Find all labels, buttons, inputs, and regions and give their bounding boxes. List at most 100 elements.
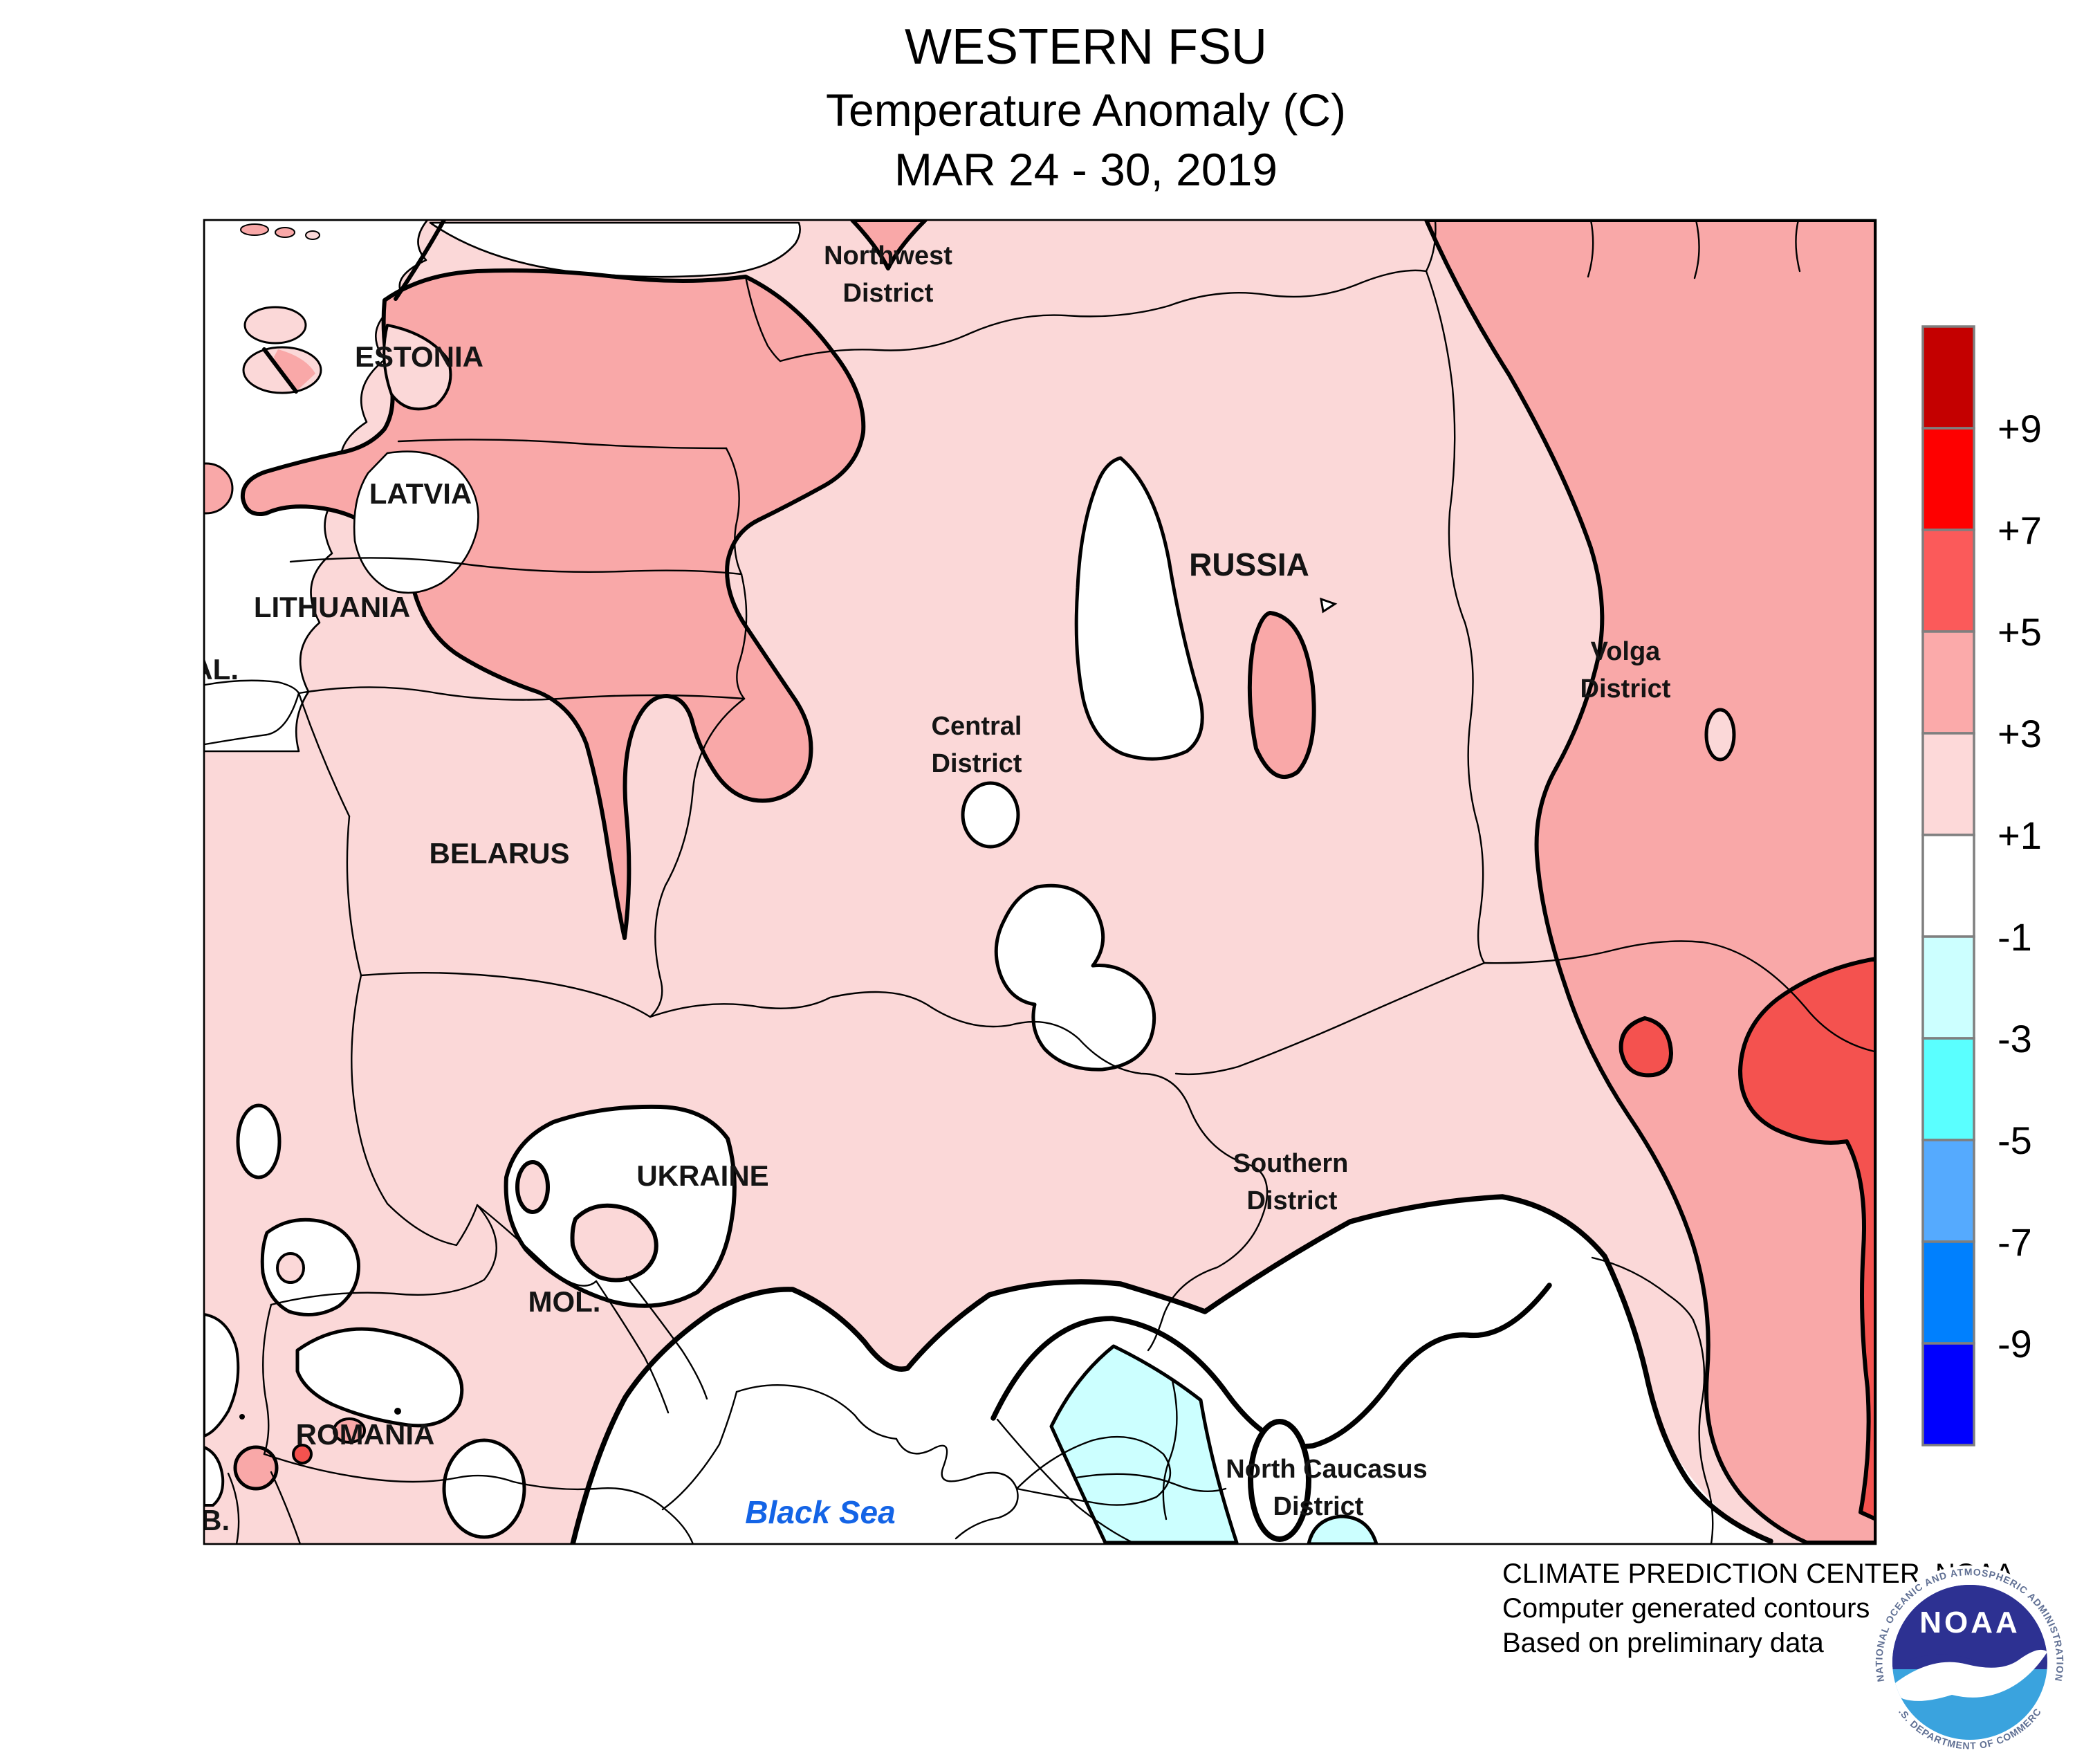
left-edge-white-patch	[204, 1313, 240, 1437]
border-ukraine-russia	[649, 991, 1269, 1352]
label-belarus: BELARUS	[429, 837, 569, 870]
label-russia: RUSSIA	[1189, 546, 1309, 582]
border-kazakhstan	[1591, 1256, 1695, 1321]
border-moldova-west	[476, 1204, 598, 1287]
border-kaliningrad-south	[204, 692, 300, 746]
border-belarus-ukraine	[360, 971, 652, 1018]
island-hiiumaa	[243, 306, 307, 344]
title-line2: Temperature Anomaly (C)	[826, 84, 1346, 136]
border-serbia	[227, 1472, 240, 1544]
credit-line2: Computer generated contours	[1502, 1593, 1870, 1624]
label-romania: ROMANIA	[296, 1418, 435, 1451]
small-hot-blob	[1618, 1016, 1673, 1078]
ukraine-inner-ring-large	[570, 1203, 658, 1283]
colorbar-cell-8	[1921, 1139, 1975, 1243]
colorbar-label-p7: +7	[1998, 508, 2042, 552]
west-inner-ring	[276, 1252, 305, 1284]
colorbar-cell-10	[1921, 1342, 1975, 1446]
north-caucasus-contour-ring	[1248, 1419, 1311, 1542]
contour-dot	[239, 1414, 245, 1420]
romania-white-blob	[295, 1327, 464, 1428]
colorbar-cell-7	[1921, 1037, 1975, 1141]
border-poland-belarus	[346, 815, 362, 977]
colorbar-label-m9: -9	[1998, 1322, 2032, 1366]
colorbar: +9 +7 +5 +3 +1 -1 -3 -5 -7 -9	[1921, 325, 2042, 1446]
colorbar-label-m3: -3	[1998, 1017, 2032, 1060]
label-northwest-district-1: Northwest	[824, 241, 952, 270]
island-contour	[262, 347, 298, 394]
colorbar-cell-5	[1921, 834, 1975, 938]
label-southern-district-2: District	[1247, 1186, 1338, 1215]
colorbar-label-m7: -7	[1998, 1220, 2032, 1264]
label-southern-district-1: Southern	[1233, 1149, 1349, 1178]
coast-sea-of-azov	[1015, 1435, 1172, 1506]
colorbar-cell-2	[1921, 529, 1975, 633]
ukraine-inner-ring-small	[515, 1160, 550, 1214]
colorbar-label-p5: +5	[1998, 610, 2042, 654]
border-estonia-russia	[744, 275, 782, 362]
label-central-district-1: Central	[932, 712, 1022, 741]
label-ukraine: UKRAINE	[636, 1159, 768, 1192]
romania-white-oval	[442, 1438, 526, 1539]
border-belarus-russia	[649, 697, 746, 1018]
coast-crimea	[895, 1437, 1019, 1540]
border-ukraine-west	[351, 974, 479, 1247]
island-saaremaa-warm-part	[274, 349, 315, 392]
border-bulgaria	[270, 1471, 302, 1544]
colorbar-label-m1: -1	[1998, 915, 2032, 959]
coast-black-sea-north	[735, 1384, 898, 1440]
noaa-seagull-icon	[1892, 1649, 2047, 1701]
small-cold-patch	[1307, 1514, 1378, 1544]
label-north-caucasus-1: North Caucasus	[1226, 1455, 1427, 1484]
colorbar-label-p1: +1	[1998, 814, 2042, 857]
credit-block: CLIMATE PREDICTION CENTER, NOAA Computer…	[1502, 1559, 2014, 1658]
country-borders	[204, 220, 1876, 1544]
gotland-patch	[204, 462, 234, 515]
plus1-contour-boundary	[570, 1194, 1773, 1544]
colorbar-cell-9	[1921, 1240, 1975, 1345]
colorbar-label-m5: -5	[1998, 1119, 2032, 1162]
west-white-oval	[236, 1103, 282, 1179]
border-romania-west	[262, 1303, 273, 1455]
map-area: ESTONIA LATVIA LITHUANIA KAL. BELARUS RU…	[171, 220, 1876, 1544]
border-georgia	[1162, 1379, 1178, 1520]
contour-dot	[394, 1408, 401, 1415]
border-moldova-prut	[595, 1280, 670, 1414]
title-block: WESTERN FSU Temperature Anomaly (C) MAR …	[826, 19, 1346, 195]
label-volga-district-2: District	[1580, 674, 1671, 704]
twin-white-blob	[994, 883, 1156, 1072]
colorbar-cell-4	[1921, 732, 1975, 836]
credit-line3: Based on preliminary data	[1502, 1628, 1824, 1658]
border-latvia-lithuania	[289, 557, 743, 576]
label-northwest-district-2: District	[843, 279, 934, 308]
label-lithuania: LITHUANIA	[254, 591, 410, 623]
border-kaliningrad-north	[204, 679, 300, 695]
label-north-caucasus-2: District	[1273, 1492, 1364, 1521]
estonia-west-pocket	[382, 324, 452, 411]
estonia-latvia-anomaly-band	[240, 268, 866, 940]
border-nw-central-district	[779, 220, 1437, 362]
label-kaliningrad: KAL.	[171, 653, 239, 686]
border-estonia-latvia	[397, 439, 728, 450]
colorbar-cell-1	[1921, 427, 1975, 531]
noaa-logo-acronym: NOAA	[1919, 1606, 2020, 1639]
volga-anomaly-region	[1424, 220, 1876, 1544]
border-stub-2	[1795, 220, 1801, 273]
map-frame	[203, 219, 1877, 1545]
volga-light-ring	[1704, 708, 1736, 762]
small-island	[305, 230, 320, 240]
title-line1: WESTERN FSU	[905, 19, 1267, 75]
romania-warm-blob	[233, 1445, 279, 1491]
border-moldova-dniester	[625, 1276, 708, 1400]
gulf-of-finland	[429, 221, 801, 278]
coast-caucasus	[996, 1418, 1137, 1544]
label-black-sea: Black Sea	[745, 1494, 895, 1530]
label-serbia: RB.	[180, 1504, 230, 1536]
southern-white-region	[573, 1197, 1771, 1544]
border-central-southern-district	[1174, 962, 1486, 1076]
border-stub-1	[1693, 220, 1700, 279]
label-moldova: MOL.	[528, 1285, 601, 1318]
contour-over-sea	[394, 220, 446, 301]
colorbar-label-p3: +3	[1998, 712, 2042, 755]
